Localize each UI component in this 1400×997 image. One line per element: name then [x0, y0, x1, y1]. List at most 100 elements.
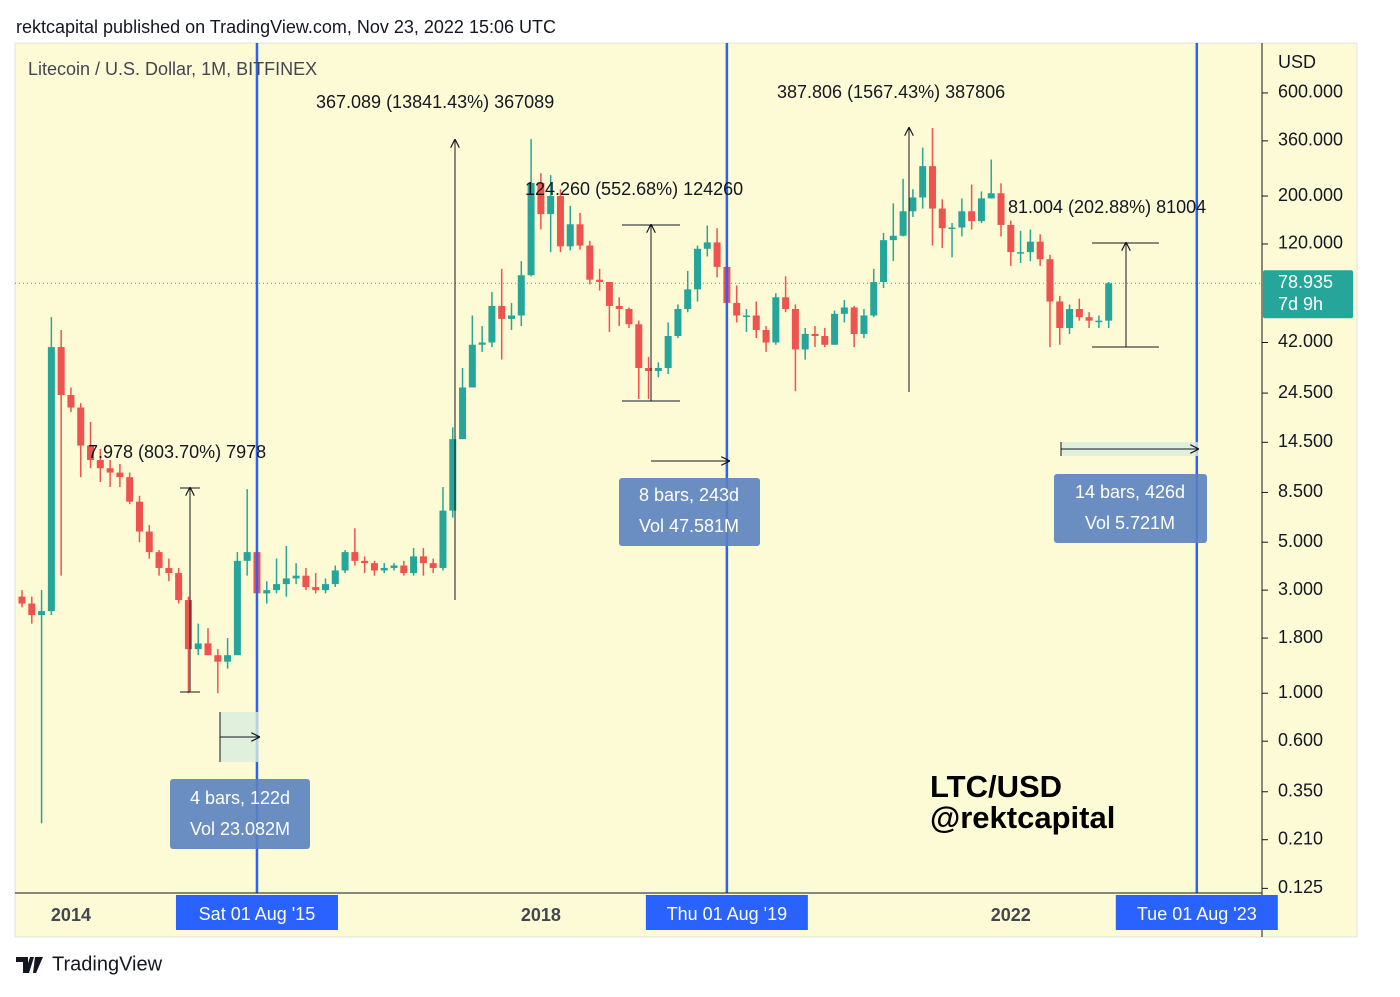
candle-body: [1075, 309, 1083, 318]
candle-body: [468, 344, 476, 388]
y-tick-label: 0.125: [1278, 877, 1323, 897]
candle-body: [145, 531, 153, 553]
last-price-label: 78.935: [1278, 272, 1333, 292]
y-tick-label: 14.500: [1278, 431, 1333, 451]
candle-body: [537, 182, 545, 215]
candle-body: [733, 302, 741, 316]
x-tick-label: 2018: [521, 905, 561, 925]
y-tick-label: 0.350: [1278, 781, 1323, 801]
candle-body: [850, 307, 858, 334]
countdown: 7d 9h: [1278, 294, 1323, 314]
candle-body: [273, 584, 281, 591]
y-tick-label: 24.500: [1278, 382, 1333, 402]
y-tick-label: 0.600: [1278, 730, 1323, 750]
candle-body: [155, 552, 163, 568]
candle-body: [292, 575, 300, 579]
candle-body: [831, 313, 839, 345]
x-marker-box: [1115, 895, 1278, 930]
candle-body: [47, 347, 55, 612]
footer: TradingView: [52, 953, 163, 975]
candle-body: [351, 552, 359, 561]
x-tick-label: Sat 01 Aug '15: [199, 904, 316, 924]
watermark: @rektcapital: [930, 800, 1115, 835]
candle-body: [870, 282, 878, 316]
footer-logo: TradingView: [16, 953, 163, 975]
y-tick-label: 1.000: [1278, 682, 1323, 702]
candle-body: [635, 324, 643, 369]
candle-body: [547, 196, 555, 215]
candle-body: [87, 445, 95, 461]
range-box: [619, 478, 760, 546]
x-tick-label: Thu 01 Aug '19: [667, 904, 788, 924]
candle-body: [488, 305, 496, 343]
range-bars: 14 bars, 426d: [1075, 482, 1185, 502]
y-tick-label: 3.000: [1278, 579, 1323, 599]
candle-body: [948, 227, 956, 230]
candle-body: [498, 305, 506, 319]
candle-body: [341, 552, 349, 571]
candle-body: [429, 563, 437, 568]
candle-body: [18, 596, 26, 604]
candle-body: [527, 182, 535, 276]
candle-body: [1095, 320, 1103, 323]
candle-body: [654, 368, 662, 371]
candle-body: [801, 333, 809, 350]
candle-body: [390, 565, 398, 568]
candle-body: [380, 567, 388, 571]
candle-body: [860, 315, 868, 334]
candle-body: [703, 242, 711, 249]
x-tick-label: Tue 01 Aug '23: [1137, 904, 1257, 924]
x-tick-label: 2014: [51, 905, 91, 925]
candle-body: [694, 248, 702, 290]
candle-body: [312, 587, 320, 591]
candle-body: [165, 567, 173, 574]
candle-body: [772, 297, 780, 343]
candle-body: [224, 655, 232, 662]
candle-body: [1017, 252, 1025, 254]
y-tick-label: 600.000: [1278, 82, 1343, 102]
candle-body: [615, 305, 623, 310]
candle-body: [1056, 301, 1064, 329]
candle-body: [321, 584, 329, 591]
candle-body: [576, 224, 584, 246]
candle-body: [762, 329, 770, 343]
candle-body: [204, 643, 212, 656]
y-tick-label: 200.000: [1278, 185, 1343, 205]
x-tick-label: 2022: [991, 905, 1031, 925]
candle-body: [439, 510, 447, 568]
candle-body: [791, 309, 799, 350]
x-marker-box: [175, 895, 338, 930]
candle-body: [233, 560, 241, 656]
candle-body: [566, 224, 574, 247]
candle-body: [1046, 259, 1054, 302]
candle-body: [899, 211, 907, 236]
candle-body: [928, 166, 936, 209]
candle-body: [958, 211, 966, 228]
range-bars: 8 bars, 243d: [639, 485, 739, 505]
candle-body: [135, 501, 143, 532]
candle-body: [243, 552, 251, 561]
candle-body: [987, 193, 995, 199]
candle-body: [713, 242, 721, 267]
candle-body: [909, 197, 917, 212]
candle-body: [586, 245, 594, 280]
x-marker-box: [645, 895, 808, 930]
candle-body: [116, 472, 124, 478]
candle-body: [175, 573, 183, 601]
watermark: LTC/USD: [930, 769, 1062, 804]
candle-body: [1026, 241, 1034, 253]
candle-body: [77, 407, 85, 446]
candle-body: [752, 315, 760, 330]
range-volume: Vol 5.721M: [1085, 513, 1175, 533]
candle-body: [410, 556, 418, 574]
candle-body: [282, 578, 290, 585]
y-tick-label: 360.000: [1278, 130, 1343, 150]
y-tick-label: 8.500: [1278, 481, 1323, 501]
candle-body: [1007, 224, 1015, 253]
range-volume: Vol 23.082M: [190, 819, 290, 839]
chart-title: Litecoin / U.S. Dollar, 1M, BITFINEX: [28, 59, 317, 79]
candle-body: [361, 560, 369, 564]
candle-body: [1066, 309, 1074, 329]
y-tick-label: 42.000: [1278, 331, 1333, 351]
candle-body: [194, 643, 202, 650]
